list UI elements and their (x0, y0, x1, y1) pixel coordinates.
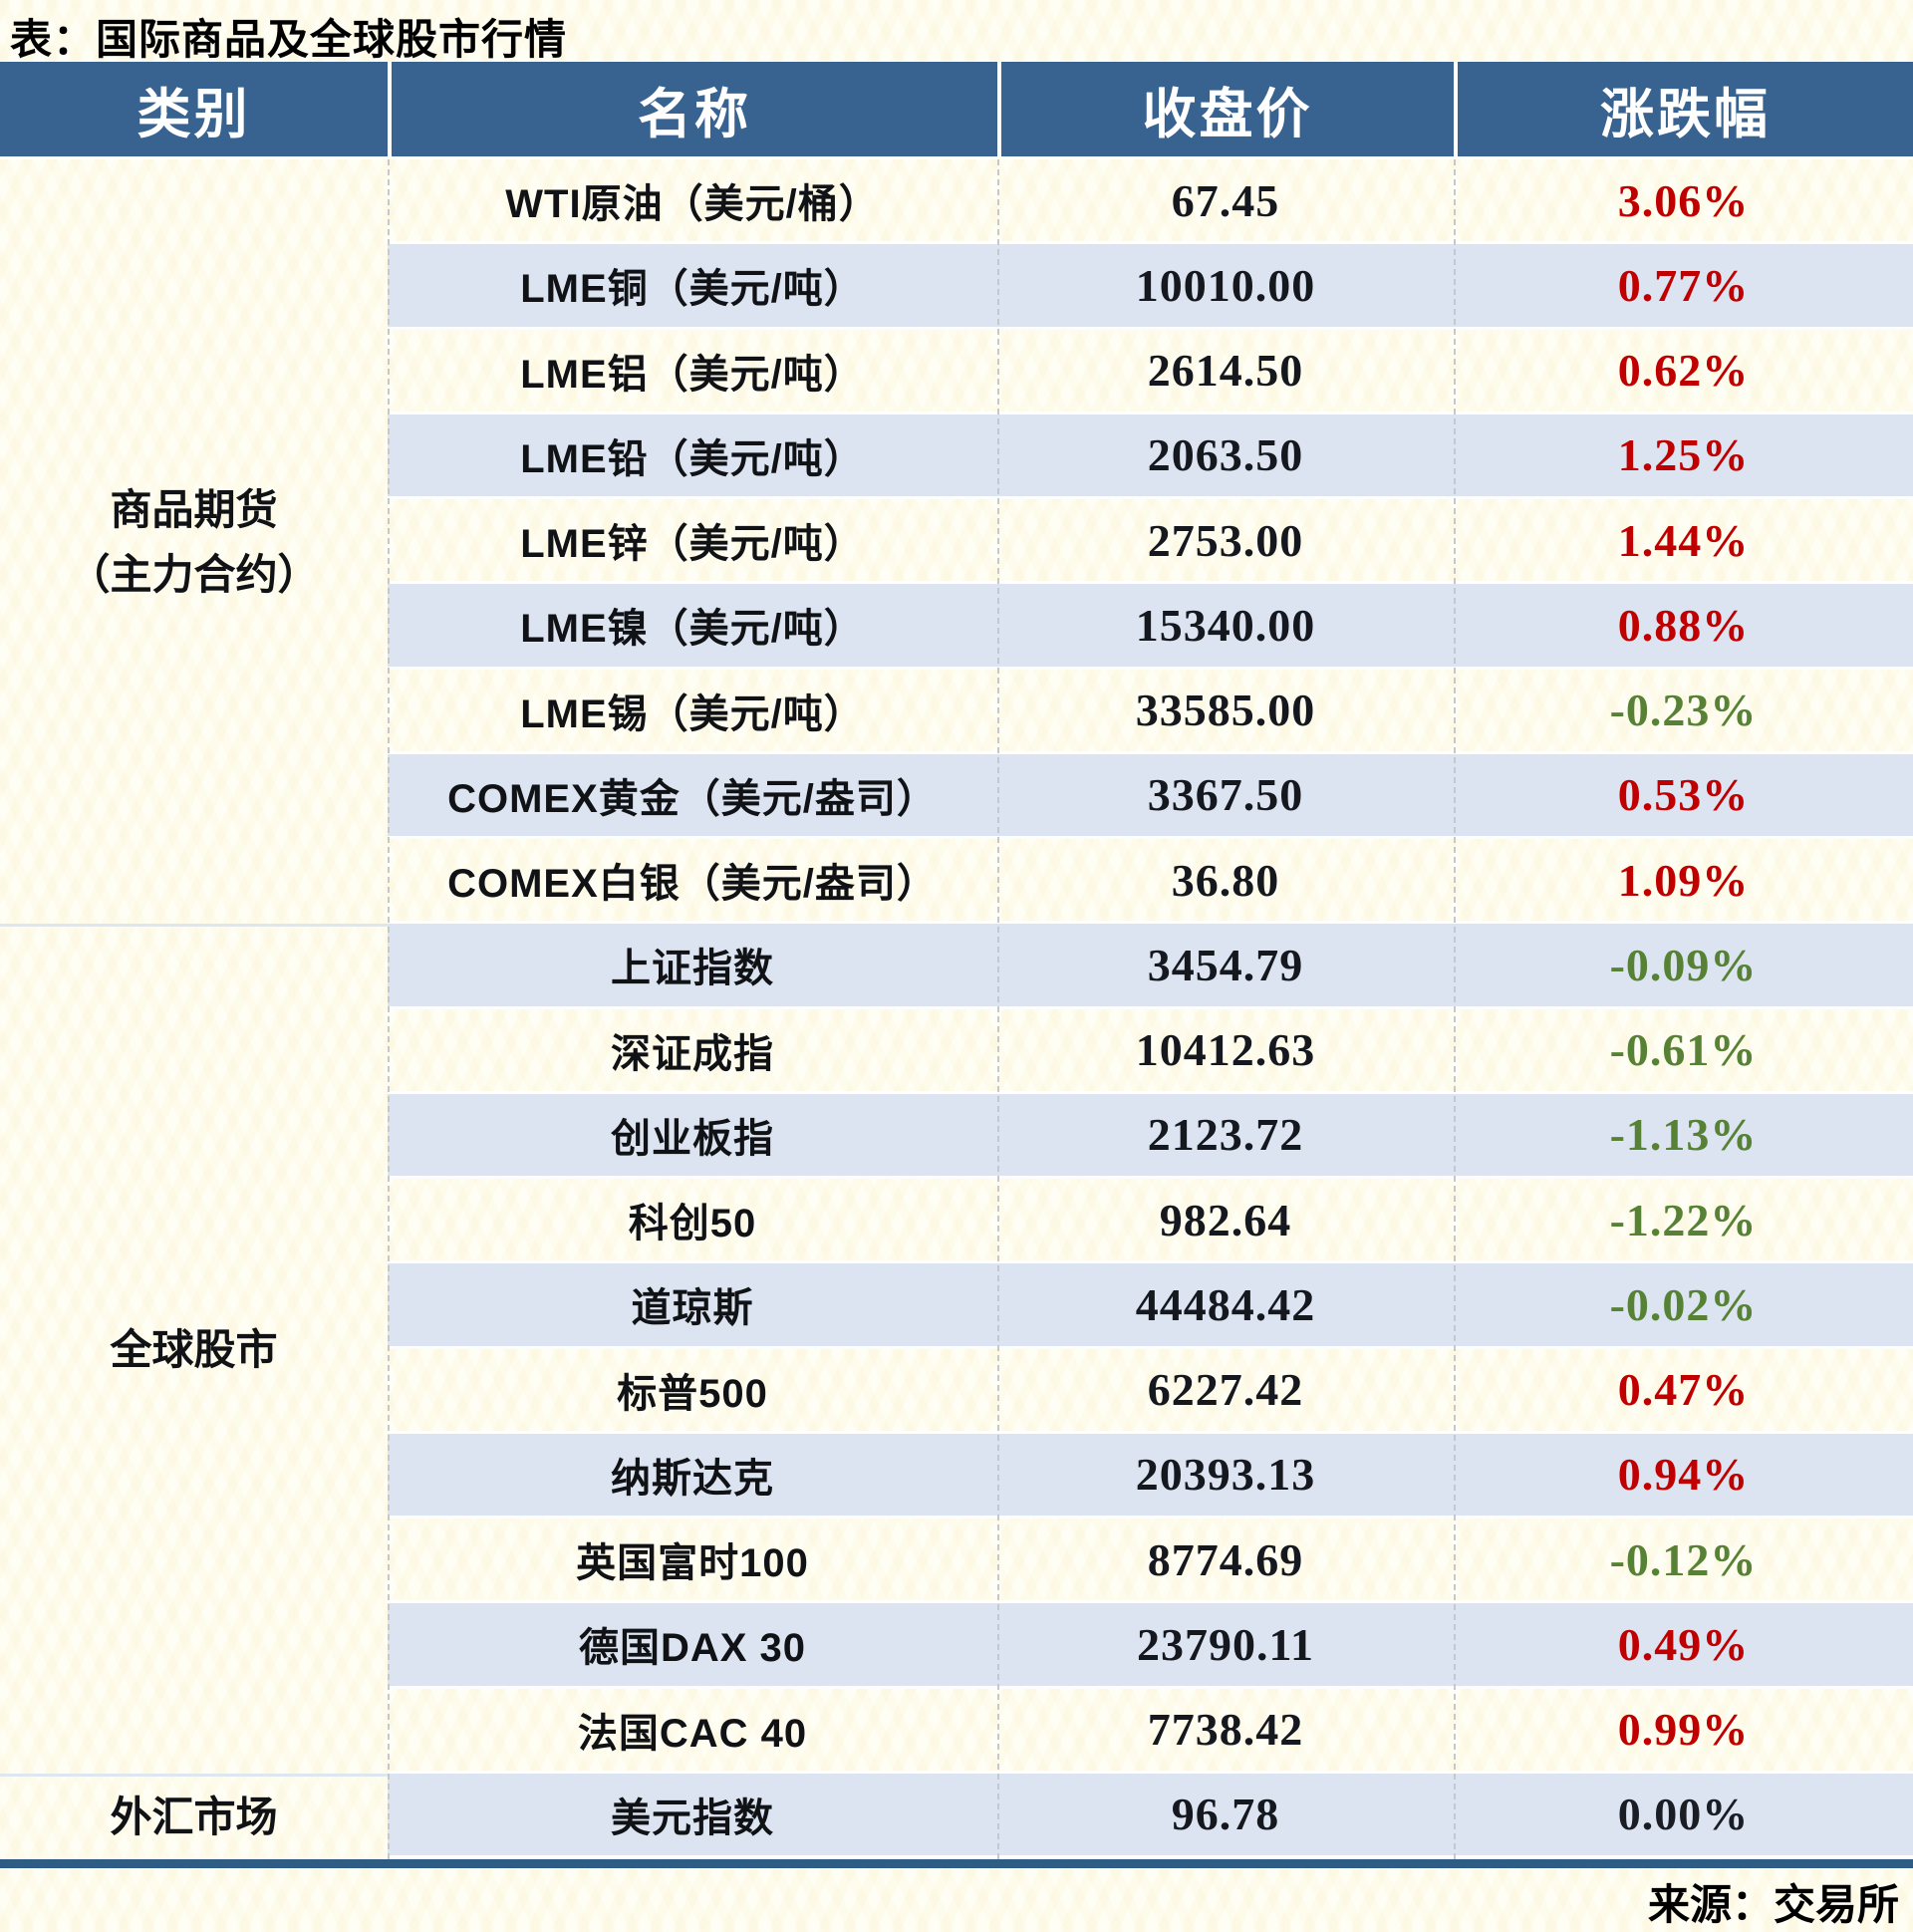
header-cell-2: 收盘价 (997, 62, 1454, 156)
cell-name: 科创50 (388, 1179, 997, 1264)
page-title: 表：国际商品及全球股市行情 (10, 16, 568, 63)
cell-close: 44484.42 (997, 1263, 1454, 1349)
cell-change: -0.02% (1454, 1263, 1913, 1349)
cell-close: 2123.72 (997, 1093, 1454, 1179)
quotes-table: 类别 名称 收盘价 涨跌幅 商品期货 （主力合约） WTI原油（美元/桶） 67.45 3.… (0, 62, 1913, 1858)
table-header-row: 类别 名称 收盘价 涨跌幅 (0, 62, 1913, 159)
cell-close: 20393.13 (997, 1433, 1454, 1518)
cell-close: 982.64 (997, 1179, 1454, 1264)
cell-change: 0.62% (1454, 330, 1913, 414)
cell-close: 2614.50 (997, 330, 1454, 414)
cell-close: 36.80 (997, 839, 1454, 925)
table-bottom-border (0, 1859, 1913, 1868)
cell-name: 法国CAC 40 (388, 1689, 997, 1774)
cell-name: COMEX白银（美元/盎司） (388, 839, 997, 925)
category-cell: 全球股市 (0, 924, 388, 1774)
cell-close: 10412.63 (997, 1009, 1454, 1094)
category-cell: 商品期货 （主力合约） (68, 485, 320, 598)
cell-close: 8774.69 (997, 1518, 1454, 1604)
cell-change: -0.12% (1454, 1518, 1913, 1604)
cell-name: LME铜（美元/吨） (388, 244, 997, 330)
cell-change: 0.94% (1454, 1433, 1913, 1518)
cell-name: COMEX黄金（美元/盎司） (388, 753, 997, 839)
cell-close: 67.45 (997, 159, 1454, 245)
cell-name: 德国DAX 30 (388, 1603, 997, 1689)
cell-name: 标普500 (388, 1349, 997, 1434)
cell-name: LME铅（美元/吨） (388, 414, 997, 499)
cell-name: 英国富时100 (388, 1518, 997, 1604)
cell-name: WTI原油（美元/桶） (388, 159, 997, 245)
cell-change: 0.00% (1454, 1773, 1913, 1858)
cell-close: 7738.42 (997, 1689, 1454, 1774)
cell-name: LME锌（美元/吨） (388, 499, 997, 585)
cell-change: -1.13% (1454, 1093, 1913, 1179)
cell-name: LME铝（美元/吨） (388, 330, 997, 414)
cell-close: 3367.50 (997, 753, 1454, 839)
header-cell-3: 涨跌幅 (1454, 62, 1913, 156)
cell-change: -0.61% (1454, 1009, 1913, 1094)
category-cell: 外汇市场 (0, 1773, 388, 1858)
cell-name: 美元指数 (388, 1773, 997, 1858)
header-cell-0: 类别 (137, 85, 251, 144)
cell-name: 道琼斯 (388, 1263, 997, 1349)
cell-change: -1.22% (1454, 1179, 1913, 1264)
cell-close: 2753.00 (997, 499, 1454, 585)
cell-close: 96.78 (997, 1773, 1454, 1858)
cell-change: -0.09% (1454, 924, 1913, 1009)
cell-close: 10010.00 (997, 244, 1454, 330)
cell-change: 0.49% (1454, 1603, 1913, 1689)
cell-change: 1.25% (1454, 414, 1913, 499)
cell-change: 0.77% (1454, 244, 1913, 330)
cell-close: 3454.79 (997, 924, 1454, 1009)
cell-change: 0.88% (1454, 584, 1913, 670)
cell-change: 3.06% (1454, 159, 1913, 245)
cell-name: LME镍（美元/吨） (388, 584, 997, 670)
cell-close: 6227.42 (997, 1349, 1454, 1434)
cell-name: LME锡（美元/吨） (388, 670, 997, 754)
source-note: 来源：交易所 (1647, 1881, 1899, 1928)
cell-change: 0.53% (1454, 753, 1913, 839)
cell-close: 2063.50 (997, 414, 1454, 499)
cell-change: 1.44% (1454, 499, 1913, 585)
cell-name: 深证成指 (388, 1009, 997, 1094)
cell-change: 0.99% (1454, 1689, 1913, 1774)
cell-close: 23790.11 (997, 1603, 1454, 1689)
header-cell-1: 名称 (388, 62, 997, 156)
table-body: 商品期货 （主力合约） WTI原油（美元/桶） 67.45 3.06% LME铜（美元/… (0, 159, 1913, 1858)
cell-change: 0.47% (1454, 1349, 1913, 1434)
cell-name: 上证指数 (388, 924, 997, 1009)
cell-name: 创业板指 (388, 1093, 997, 1179)
cell-name: 纳斯达克 (388, 1433, 997, 1518)
cell-change: -0.23% (1454, 670, 1913, 754)
cell-change: 1.09% (1454, 839, 1913, 925)
cell-close: 33585.00 (997, 670, 1454, 754)
cell-close: 15340.00 (997, 584, 1454, 670)
